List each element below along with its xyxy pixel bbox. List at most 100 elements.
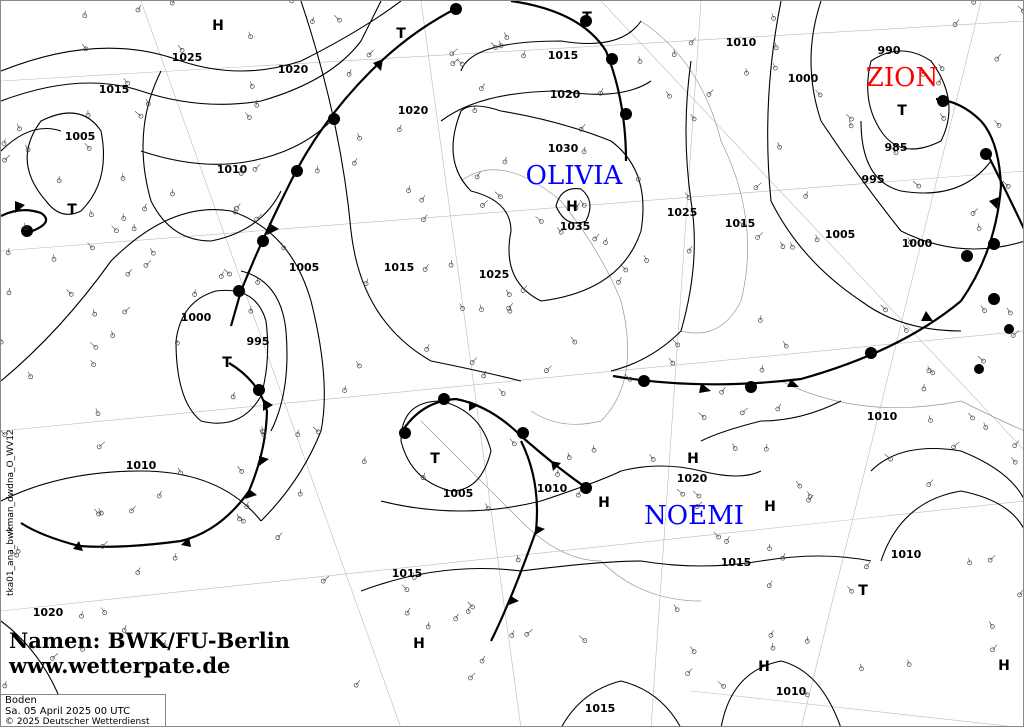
station-marker [696, 493, 702, 499]
wind-barb [4, 680, 7, 686]
station-marker [406, 188, 411, 193]
wind-barb [145, 98, 149, 105]
wind-barb [422, 472, 426, 478]
station-marker [926, 368, 932, 374]
station-marker [848, 123, 854, 129]
wind-barb [499, 40, 502, 46]
fronts [1, 1, 1023, 642]
station-marker [987, 557, 993, 563]
station-marker [967, 560, 973, 566]
station-marker [28, 374, 34, 380]
isobar-label: 1010 [126, 459, 157, 472]
wind-barb [780, 241, 784, 247]
isobar-label: 1005 [65, 130, 96, 143]
station-marker [254, 216, 260, 222]
wind-barb [684, 192, 690, 198]
station-marker [465, 609, 471, 614]
station-marker [732, 446, 738, 451]
wind-barb [233, 206, 236, 213]
station-marker [539, 219, 544, 224]
wind-barb [760, 315, 762, 321]
wind-barb [992, 644, 998, 650]
wind-barb [556, 227, 562, 233]
wind-barb [649, 454, 654, 460]
station-marker [357, 135, 362, 141]
wind-barb [131, 505, 136, 512]
station-marker [970, 211, 976, 216]
wind-barb [806, 636, 809, 642]
wind-barb [996, 53, 1001, 60]
station-marker [572, 339, 578, 345]
wind-barb [795, 480, 801, 487]
station-marker [161, 642, 167, 648]
station-marker [506, 305, 512, 311]
station-marker [817, 92, 823, 98]
station-marker [80, 647, 85, 652]
wind-barb [111, 225, 117, 231]
wind-barb [808, 495, 814, 501]
station-marker [670, 360, 676, 366]
station-marker [883, 307, 888, 313]
station-marker [121, 216, 127, 221]
wind-barb [90, 209, 92, 215]
station-marker [100, 543, 105, 549]
wind-barb [600, 88, 604, 94]
wind-barb [755, 182, 762, 188]
wind-barb [239, 168, 242, 174]
station-marker [691, 116, 697, 122]
station-marker [122, 309, 128, 315]
station-marker [990, 624, 995, 629]
wind-barb [643, 255, 647, 261]
station-marker [2, 157, 7, 163]
wind-barb [481, 655, 486, 662]
station-marker [125, 80, 130, 86]
wind-barb [927, 365, 930, 371]
station-marker [404, 587, 410, 593]
station-marker [694, 504, 700, 510]
wind-barb [89, 342, 97, 348]
station-marker [179, 48, 185, 53]
station-marker [92, 311, 98, 317]
wind-barb [638, 56, 641, 62]
wind-barb [421, 194, 426, 201]
isobar-label: 1015 [384, 261, 415, 274]
wind-barb [98, 508, 102, 514]
isobar-label: 1005 [289, 261, 320, 274]
station-marker [893, 150, 899, 156]
wind-barb [508, 302, 513, 309]
wind-barb [849, 120, 852, 126]
wind-barb [968, 412, 973, 419]
station-marker [89, 212, 94, 218]
isobar-label: 1025 [667, 206, 698, 219]
wind-barb [953, 441, 960, 448]
wind-barb [408, 185, 410, 191]
wind-barb [980, 305, 985, 311]
station-marker [83, 46, 89, 52]
station-marker [178, 470, 183, 476]
wind-barb [766, 444, 768, 450]
level-label: Boden [5, 695, 37, 706]
wind-barb [98, 441, 106, 448]
wind-barb [174, 553, 177, 559]
wind-barb [467, 601, 473, 608]
station-marker [450, 61, 456, 66]
wind-barb [637, 174, 639, 180]
wind-barb [66, 289, 72, 295]
wind-barb [16, 546, 19, 552]
wind-barb [511, 630, 515, 636]
station-marker [521, 53, 526, 59]
station-marker [366, 52, 372, 58]
wind-barb [355, 360, 360, 367]
isobar-label: 1015 [392, 567, 423, 580]
station-marker [952, 22, 958, 27]
wind-barb [815, 89, 821, 96]
station-marker [351, 160, 357, 166]
wind-barb [907, 236, 911, 243]
station-marker [2, 432, 8, 438]
pressure-center-high: H [758, 659, 770, 675]
station-marker [591, 447, 597, 453]
wind-barb [223, 268, 230, 275]
station-marker [806, 497, 811, 503]
station-marker [688, 40, 694, 46]
